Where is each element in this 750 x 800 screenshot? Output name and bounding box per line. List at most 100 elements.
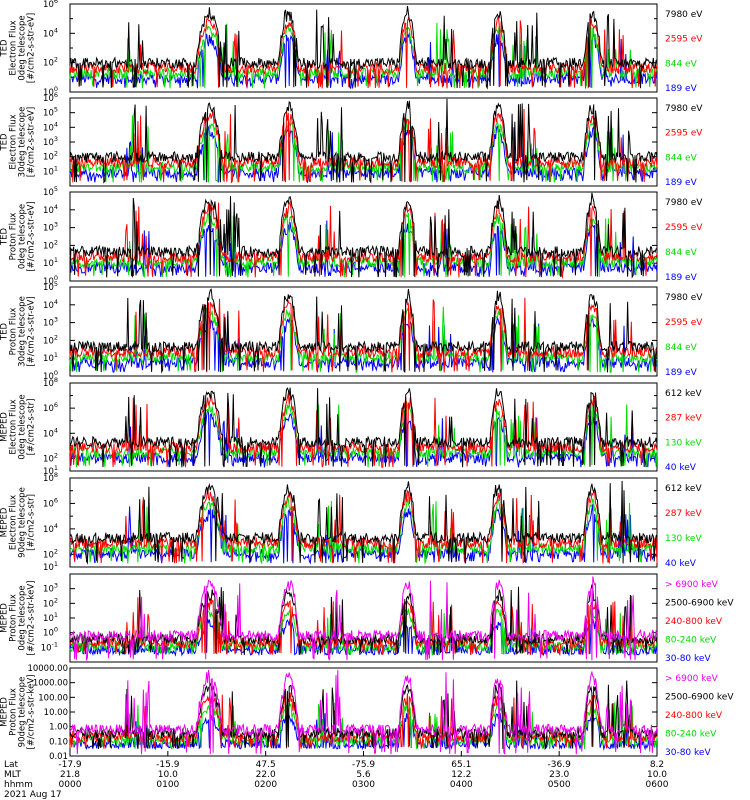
legend-entry: 2595 eV (665, 318, 703, 328)
x-row-label: 2021 Aug 17 (4, 790, 62, 800)
panel-frame (69, 286, 658, 377)
panel-frame (69, 477, 658, 568)
x-tick-mlt: 10.0 (647, 770, 667, 780)
legend-entry: 2500-6900 keV (665, 599, 734, 609)
series-trace (69, 306, 658, 374)
y-tick-exponent: 6 (54, 91, 58, 99)
series-trace (69, 297, 658, 373)
y-tick-exponent: 6 (54, 0, 58, 5)
x-tick-lat: -36.9 (548, 760, 572, 770)
y-axis-label-line: [#/cm2-s-str-eV] (27, 201, 37, 271)
y-axis-label-line: Electron Flux (9, 495, 19, 550)
y-axis-label-line: MEPED (0, 412, 10, 442)
y-tick-exponent: 1 (54, 164, 58, 172)
y-axis-label-line: MEPED (0, 697, 10, 727)
y-axis-label-line: TED (0, 133, 10, 152)
y-tick-label: 102 (43, 333, 58, 346)
y-tick-label: 102 (43, 451, 58, 464)
y-tick-label: 10-1 (41, 640, 58, 653)
y-axis-label: MEPEDProton Flux0deg telescope[#/cm2-s-s… (0, 581, 37, 656)
y-tick-exponent: 2 (54, 451, 58, 459)
x-tick-lat: -75.9 (352, 760, 376, 770)
y-tick-exponent: 3 (54, 221, 58, 229)
y-tick-exponent: 1 (54, 464, 58, 472)
y-tick-exponent: 0 (54, 85, 58, 93)
x-tick-hhmm: 0300 (352, 780, 375, 790)
y-axis-label-line: TED (0, 39, 10, 58)
y-tick-label: 104 (43, 203, 58, 216)
y-axis-label: MEPEDProton Flux90deg telescope[#/cm2-s-… (0, 675, 37, 750)
x-axis: -17.921.80000-15.910.0010047.522.00200-7… (4, 751, 669, 800)
y-tick-label: 1000.00 (33, 679, 68, 689)
legend-entry: 612 keV (665, 484, 702, 494)
legend-entry: 189 eV (665, 84, 698, 94)
y-axis-label-line: Proton Flux (9, 688, 19, 736)
y-axis-label-line: 0deg telescope (18, 394, 28, 459)
y-axis-label-line: 30deg telescope (18, 107, 28, 178)
y-tick-exponent: -1 (52, 640, 58, 648)
x-tick-lat: -17.9 (58, 760, 82, 770)
y-tick-exponent: 4 (54, 203, 58, 211)
y-axis-label-line: Electron Flux (9, 20, 19, 75)
x-tick-hhmm: 0100 (156, 780, 179, 790)
series-trace (69, 387, 658, 468)
y-tick-exponent: 2 (54, 56, 58, 64)
y-tick-exponent: 3 (54, 316, 58, 324)
y-axis-label: TEDProton Flux30deg telescope[#/cm2-s-st… (0, 296, 37, 367)
y-tick-label: 104 (43, 426, 58, 439)
series-trace (69, 98, 658, 184)
y-tick-exponent: 0 (54, 274, 58, 282)
series-trace (69, 480, 658, 565)
legend-entry: 287 keV (665, 509, 702, 519)
y-tick-exponent: 8 (54, 471, 58, 479)
x-tick-hhmm: 0600 (646, 780, 669, 790)
y-tick-label: 0.10 (49, 737, 68, 747)
y-tick-label: 103 (43, 135, 58, 148)
legend-entry: 130 keV (665, 534, 702, 544)
y-tick-label: 101 (43, 351, 58, 364)
series-trace (69, 115, 658, 184)
y-axis-label-line: 0deg telescope (18, 585, 28, 650)
y-tick-label: 100 (43, 626, 58, 639)
legend-entry: 40 keV (665, 559, 697, 569)
y-axis-label: MEPEDElectron Flux90deg telescope[#/cm2-… (0, 487, 37, 558)
x-row-label: Lat (4, 760, 19, 770)
y-tick-exponent: 4 (54, 426, 58, 434)
y-axis-label-line: Electron Flux (9, 114, 19, 169)
y-axis-label-line: [#/cm2-s-str] (27, 399, 37, 456)
y-tick-label: 10.00 (44, 708, 68, 718)
y-axis-label-line: 90deg telescope (18, 487, 28, 558)
x-tick-lat: 65.1 (451, 760, 471, 770)
y-tick-exponent: 5 (54, 106, 58, 114)
y-tick-label: 101 (43, 611, 58, 624)
y-tick-exponent: 3 (54, 582, 58, 590)
y-tick-label: 104 (43, 120, 58, 133)
series-trace (69, 200, 658, 279)
series-trace (69, 576, 658, 662)
legend-entry: 7980 eV (665, 198, 703, 208)
legend-entry: 240-800 keV (665, 617, 723, 627)
legend-entry: 189 eV (665, 273, 698, 283)
legend-entry: 130 keV (665, 438, 702, 448)
y-axis-label-line: 30deg telescope (18, 296, 28, 367)
panel-frame (69, 382, 658, 472)
y-tick-exponent: 3 (54, 135, 58, 143)
legend-entry: 189 eV (665, 178, 698, 188)
y-tick-label: 103 (43, 582, 58, 595)
x-tick-mlt: 21.8 (60, 770, 80, 780)
y-tick-exponent: 2 (54, 596, 58, 604)
y-tick-exponent: 8 (54, 376, 58, 384)
y-tick-label: 101 (43, 560, 58, 573)
panel-8: 0.010.101.0010.00100.001000.0010000.00ME… (0, 664, 734, 762)
legend-entry: > 6900 keV (665, 580, 719, 590)
legend-entry: 7980 eV (665, 104, 703, 114)
y-tick-exponent: 5 (54, 185, 58, 193)
legend-entry: 80-240 keV (665, 636, 717, 646)
legend-entry: 240-800 keV (665, 711, 723, 721)
y-tick-label: 102 (43, 238, 58, 251)
y-tick-exponent: 0 (54, 369, 58, 377)
y-tick-label: 100.00 (38, 693, 68, 703)
y-axis-label-line: Electron Flux (9, 399, 19, 454)
